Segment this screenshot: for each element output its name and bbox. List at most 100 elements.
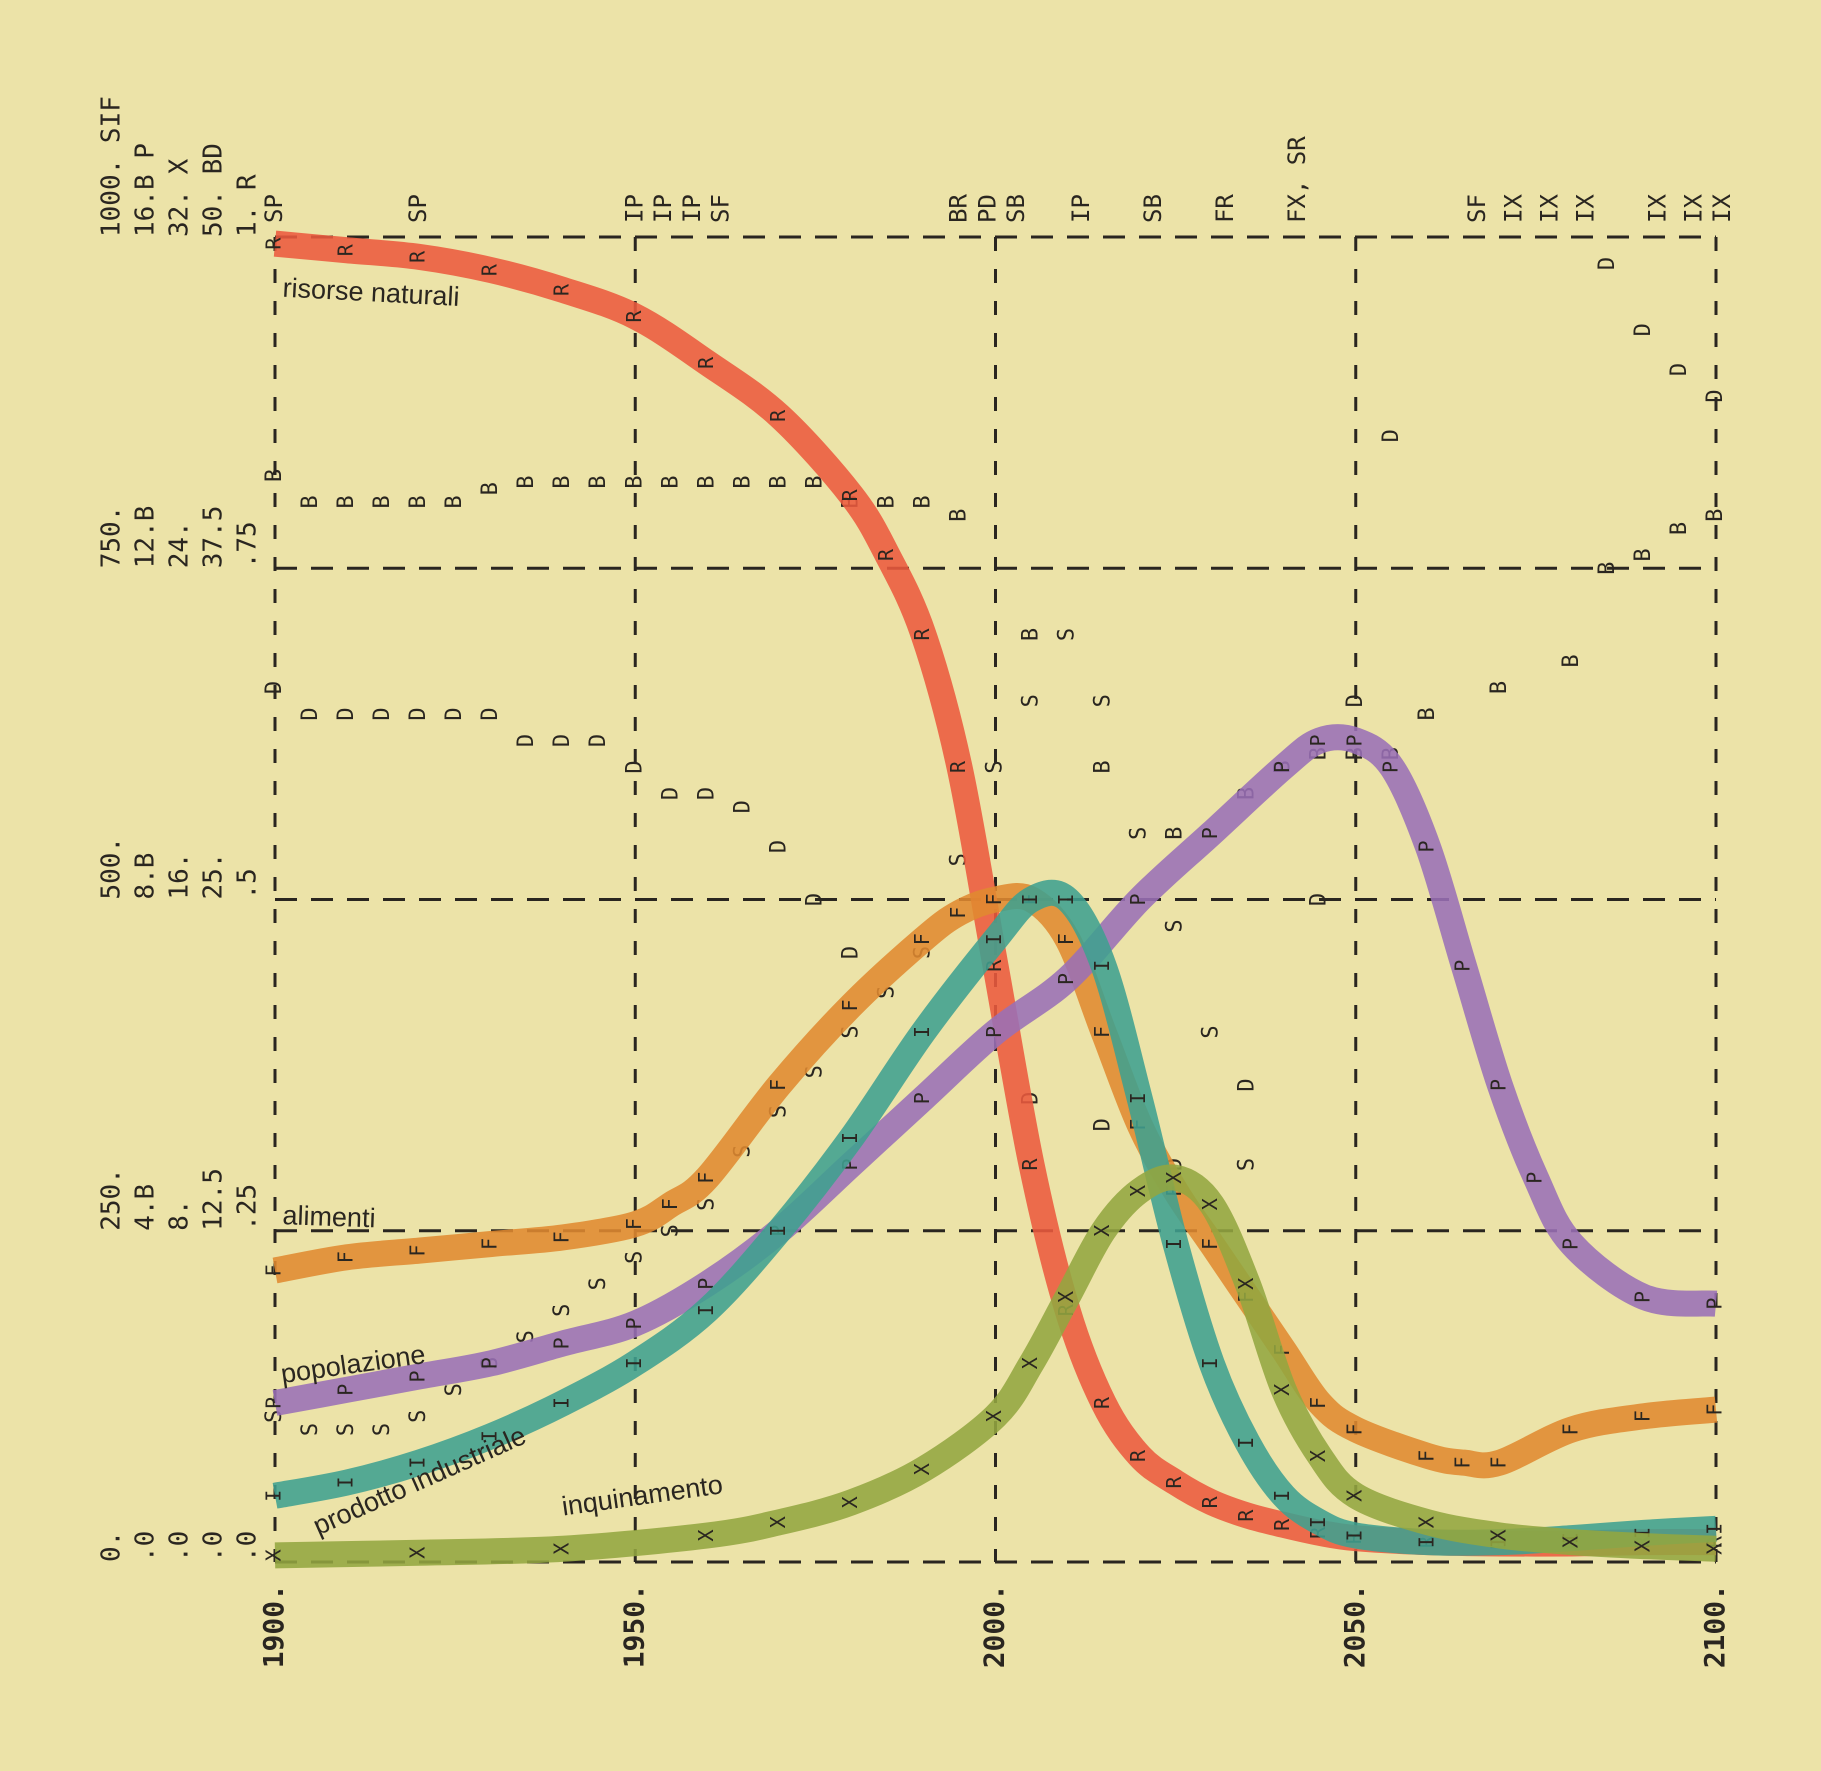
track-letter: D (802, 893, 827, 906)
track-letter: D (1343, 694, 1368, 707)
series-point-alimenti: F (406, 1245, 430, 1257)
series-point-alimenti: F (838, 999, 862, 1011)
track-letter: S (298, 1423, 323, 1436)
series-point-prodotto-industriale: I (622, 1357, 646, 1369)
track-letter: B (550, 476, 575, 489)
y-tick-label: 32. X (165, 158, 195, 237)
series-point-popolazione: P (1522, 1172, 1546, 1184)
series-point-popolazione: P (334, 1384, 358, 1396)
track-letter: S (1055, 628, 1080, 641)
y-tick-label: 8. (165, 1199, 195, 1230)
top-label: FR (1211, 194, 1239, 223)
series-point-risorse-naturali: R (334, 243, 358, 256)
series-point-popolazione: P (478, 1357, 502, 1369)
track-letter: S (550, 1304, 575, 1317)
y-tick-label: .0 (199, 1531, 229, 1562)
y-tick-label: 500. (97, 837, 127, 900)
series-point-popolazione: P (1414, 840, 1438, 852)
track-letter: S (622, 1251, 647, 1264)
series-point-inquinamento: X (1703, 1543, 1727, 1555)
series-point-alimenti: F (1630, 1410, 1654, 1422)
series-point-inquinamento: X (550, 1543, 574, 1555)
series-point-prodotto-industriale: I (1703, 1523, 1727, 1535)
series-point-popolazione: P (1054, 973, 1078, 985)
series-point-prodotto-industriale: I (1270, 1490, 1294, 1502)
series-point-risorse-naturali: R (478, 263, 502, 276)
series-point-popolazione: P (1486, 1079, 1510, 1091)
top-label: IX (1571, 194, 1599, 223)
track-letter: D (622, 760, 647, 773)
y-tick-label: .25 (233, 1184, 263, 1231)
x-tick-label: 2000. (978, 1584, 1011, 1668)
track-letter: B (946, 509, 971, 522)
top-label: PD (973, 194, 1001, 223)
series-point-risorse-naturali: R (910, 628, 934, 641)
track-letter: D (730, 800, 755, 813)
y-tick-label: 25. (199, 853, 229, 900)
series-point-prodotto-industriale: I (838, 1132, 862, 1144)
track-letter: S (1199, 1025, 1224, 1038)
top-label: FX, SR (1283, 136, 1311, 223)
track-letter: B (766, 476, 791, 489)
series-point-inquinamento: X (1558, 1536, 1582, 1548)
series-point-popolazione: P (1378, 761, 1402, 773)
y-tick-label: 16.B P (131, 143, 161, 237)
track-letter: B (658, 476, 683, 489)
top-label: IX (1708, 194, 1736, 223)
series-point-prodotto-industriale: I (262, 1490, 286, 1502)
track-letter: D (1307, 893, 1332, 906)
series-line-alimenti (272, 883, 1718, 1479)
track-letter: S (586, 1277, 611, 1290)
series-point-popolazione: P (1703, 1298, 1727, 1310)
y-tick-label: .5 (233, 868, 263, 899)
track-letter: S (1091, 694, 1116, 707)
track-letter: D (1667, 363, 1692, 376)
series-label: alimenti (282, 1200, 376, 1233)
top-label: IP (649, 194, 677, 223)
series-point-alimenti: F (1450, 1457, 1474, 1469)
series-point-prodotto-industriale: I (406, 1457, 430, 1469)
track-letter: D (694, 787, 719, 800)
series-point-prodotto-industriale: I (550, 1397, 574, 1409)
track-letter: D (514, 734, 539, 747)
top-label: SB (1002, 194, 1030, 223)
track-letter: S (370, 1423, 395, 1436)
series-point-alimenti: F (334, 1251, 358, 1263)
track-letter: B (622, 476, 647, 489)
track-letter: B (1019, 628, 1044, 641)
track-letter: D (334, 707, 359, 720)
track-letter: S (406, 1410, 431, 1423)
series-point-prodotto-industriale: I (1306, 1516, 1330, 1528)
series-point-inquinamento: X (838, 1496, 862, 1508)
track-letter: B (1091, 760, 1116, 773)
series-point-alimenti: F (1342, 1423, 1366, 1435)
series-line-prodotto-industriale (272, 879, 1717, 1556)
series-label: risorse naturali (282, 273, 460, 312)
track-letter: S (1235, 1158, 1260, 1171)
series-point-prodotto-industriale: I (910, 1026, 934, 1038)
series-point-prodotto-industriale: I (1018, 893, 1042, 905)
series-point-popolazione: P (694, 1278, 718, 1290)
track-letter: B (1703, 509, 1728, 522)
series-point-popolazione: P (1270, 761, 1294, 773)
series-point-risorse-naturali: R (262, 237, 286, 250)
y-tick-label: 37.5 (199, 506, 229, 569)
series-point-risorse-naturali: R (874, 548, 898, 561)
track-letter: B (262, 469, 287, 482)
track-letter: B (478, 482, 503, 495)
track-letter: D (550, 734, 575, 747)
top-label: IP (1067, 194, 1095, 223)
top-label: IX (1535, 194, 1563, 223)
track-letter: B (1667, 522, 1692, 535)
series-point-prodotto-industriale: I (478, 1430, 502, 1442)
track-letter: B (406, 495, 431, 508)
series-point-popolazione: P (1630, 1291, 1654, 1303)
track-letter: B (1631, 548, 1656, 561)
series-point-risorse-naturali: R (1162, 1476, 1186, 1489)
y-tick-label: .0 (165, 1531, 195, 1562)
top-label: IX (1643, 194, 1671, 223)
series-point-popolazione: P (1198, 827, 1222, 839)
x-tick-label: 2050. (1338, 1584, 1371, 1668)
series-point-alimenti: F (550, 1231, 574, 1243)
